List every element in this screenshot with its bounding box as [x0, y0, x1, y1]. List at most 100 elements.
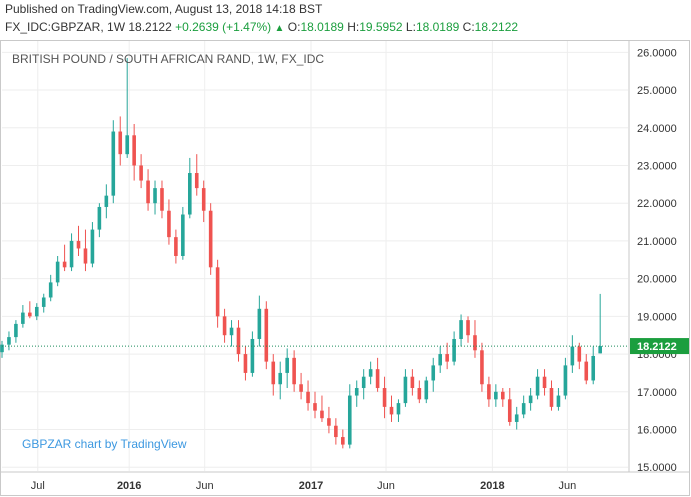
- candle-body: [21, 312, 25, 324]
- last-price-badge-label: 18.2122: [637, 341, 677, 353]
- candle: [243, 346, 248, 381]
- candle-body: [125, 135, 129, 155]
- candle: [34, 303, 39, 321]
- candle: [48, 274, 53, 302]
- candle-body: [514, 414, 519, 422]
- price-axis[interactable]: 15.000016.000017.000018.000019.000020.00…: [637, 47, 677, 474]
- candle: [90, 222, 95, 268]
- candle-body: [494, 391, 498, 400]
- candle: [514, 406, 519, 430]
- candle-body: [598, 346, 602, 354]
- candle-body: [320, 410, 324, 419]
- candle-body: [389, 406, 394, 415]
- candle-body: [215, 267, 220, 317]
- candle-body: [271, 361, 276, 385]
- candle-body: [83, 248, 88, 264]
- candle-body: [334, 425, 338, 438]
- candle-body: [257, 308, 262, 339]
- candle-body: [535, 376, 540, 396]
- candle: [257, 295, 262, 347]
- up-arrow-icon: ▲: [274, 23, 285, 34]
- last-value: 18.2122: [128, 20, 172, 34]
- candle-body: [563, 365, 568, 396]
- y-tick-label: 15.0000: [637, 462, 677, 474]
- candle: [208, 203, 213, 275]
- candle-body: [459, 320, 463, 339]
- candle: [361, 369, 366, 400]
- candle: [591, 346, 596, 385]
- candle: [299, 372, 303, 400]
- candle: [382, 376, 387, 419]
- y-tick-label: 19.0000: [637, 311, 677, 323]
- y-tick-label: 24.0000: [637, 123, 677, 135]
- candle-body: [0, 344, 4, 353]
- open-value: 18.0189: [300, 20, 344, 34]
- x-tick-label: Jun: [196, 480, 214, 492]
- y-tick-label: 23.0000: [637, 160, 677, 172]
- candle-body: [7, 337, 11, 345]
- candle-body: [14, 323, 18, 338]
- candle-body: [403, 376, 408, 404]
- candle-body: [417, 388, 422, 400]
- x-tick-label: 2016: [117, 480, 141, 492]
- x-tick-label: Jun: [377, 480, 395, 492]
- candle-body: [354, 388, 359, 396]
- candle: [188, 157, 192, 219]
- high-label: H:: [347, 20, 360, 34]
- candle-body: [521, 403, 526, 415]
- candle: [285, 348, 289, 389]
- candle: [535, 369, 540, 400]
- candle-body: [341, 437, 345, 445]
- candle-body: [480, 350, 484, 385]
- candle: [417, 380, 422, 404]
- candle-body: [452, 338, 456, 362]
- candle-body: [431, 365, 436, 381]
- candle: [229, 320, 234, 347]
- candle-body: [396, 403, 401, 415]
- candle-body: [285, 357, 289, 373]
- candle-body: [208, 210, 213, 268]
- y-tick-label: 22.0000: [637, 198, 677, 210]
- candle-body: [188, 173, 192, 215]
- candle: [473, 320, 477, 358]
- candle-body: [41, 297, 46, 307]
- candle: [584, 354, 589, 385]
- candle: [341, 429, 345, 449]
- candle-body: [97, 206, 102, 230]
- candle: [250, 331, 255, 377]
- candle: [320, 395, 324, 422]
- candle-body: [153, 188, 157, 204]
- candle: [528, 388, 533, 411]
- open-label: O:: [287, 20, 301, 34]
- candle: [0, 340, 4, 358]
- symbol-label: FX_IDC:GBPZAR, 1W: [5, 20, 126, 34]
- candle: [76, 225, 81, 256]
- candle-body: [347, 395, 352, 445]
- candle-body: [222, 316, 227, 336]
- candle-body: [146, 180, 150, 204]
- candle: [278, 361, 283, 400]
- x-tick-label: 2018: [480, 480, 504, 492]
- candle: [556, 388, 561, 411]
- candle: [347, 384, 352, 449]
- candle: [167, 199, 171, 245]
- y-tick-label: 26.0000: [637, 47, 677, 59]
- chart-frame: [0, 40, 690, 496]
- y-tick-label: 21.0000: [637, 236, 677, 248]
- candle: [69, 233, 74, 272]
- candle: [570, 335, 575, 373]
- candle: [494, 384, 498, 407]
- candle: [118, 116, 123, 166]
- candle-body: [250, 338, 255, 373]
- candle: [431, 357, 436, 392]
- candle: [542, 369, 547, 396]
- candle-body: [528, 395, 533, 404]
- watermark: GBPZAR chart by TradingView: [22, 437, 187, 451]
- candle: [215, 259, 220, 328]
- y-tick-label: 17.0000: [637, 387, 677, 399]
- candle-body: [174, 237, 178, 256]
- candle-body: [584, 361, 589, 381]
- candle-body: [501, 391, 505, 400]
- time-axis[interactable]: Jul 2016 Jun 2017 Jun 2018 Jun: [31, 480, 577, 492]
